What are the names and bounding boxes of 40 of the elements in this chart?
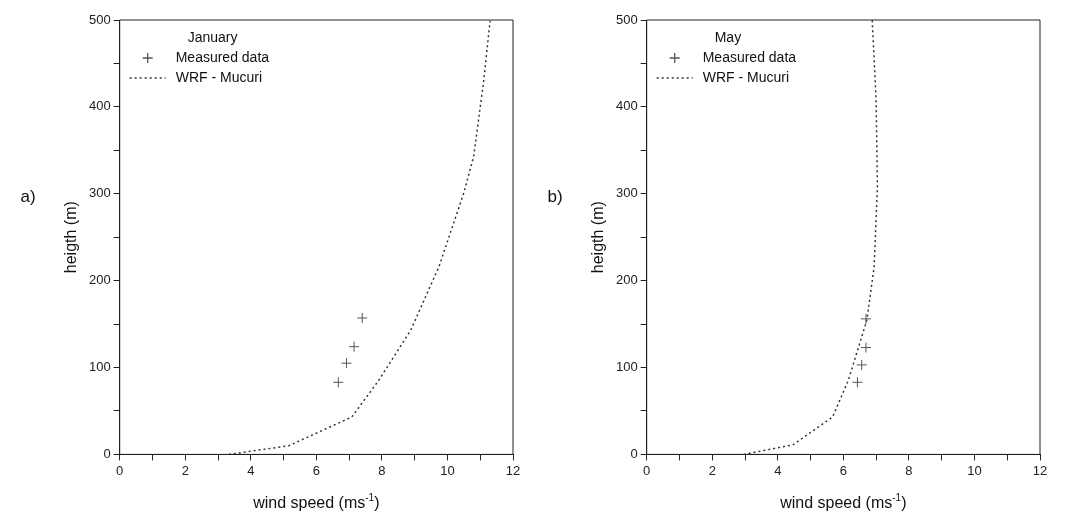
x-tick-label: 12 [505,462,521,478]
x-tick-label: 8 [378,462,386,478]
x-tick-label: 2 [181,462,189,478]
y-axis-title: heigth (m) [589,201,607,274]
x-tick-label: 6 [312,462,320,478]
y-tick-label: 500 [88,11,111,27]
y-tick-label: 300 [88,185,111,201]
y-tick-label: 500 [615,11,638,27]
x-tick-label: 4 [774,462,782,478]
x-tick-label: 10 [440,462,455,478]
point [332,376,344,388]
legend-title: January [187,28,238,45]
y-tick-label: 0 [630,445,638,461]
x-tick-label: 8 [905,462,913,478]
y-tick-label: 400 [88,98,111,114]
x-tick-label: 6 [839,462,847,478]
legend-label: WRF - Mucuri [702,68,790,85]
legend-label: WRF - Mucuri [175,68,263,85]
text: b) [547,186,563,206]
y-axis-title: heigth (m) [62,201,80,274]
legend-title: May [714,28,742,45]
x-tick-label: 0 [643,462,651,478]
x-tick-label: 2 [708,462,716,478]
point [341,357,352,369]
text: a) [20,186,36,206]
x-tick-label: 12 [1032,462,1048,478]
y-tick-label: 200 [615,272,638,288]
y-tick-label: 100 [88,359,111,375]
point [356,312,368,324]
y-tick-label: 100 [615,359,638,375]
y-tick-label: 0 [103,445,111,461]
legend-label: Measured data [702,48,797,65]
y-tick-label: 300 [615,185,638,201]
point [348,341,360,353]
y-tick-label: 400 [615,98,638,114]
x-tick-label: 10 [967,462,982,478]
x-tick-label: 4 [247,462,255,478]
legend-label: Measured data [175,48,270,65]
y-tick-label: 200 [88,272,111,288]
x-tick-label: 0 [116,462,124,478]
